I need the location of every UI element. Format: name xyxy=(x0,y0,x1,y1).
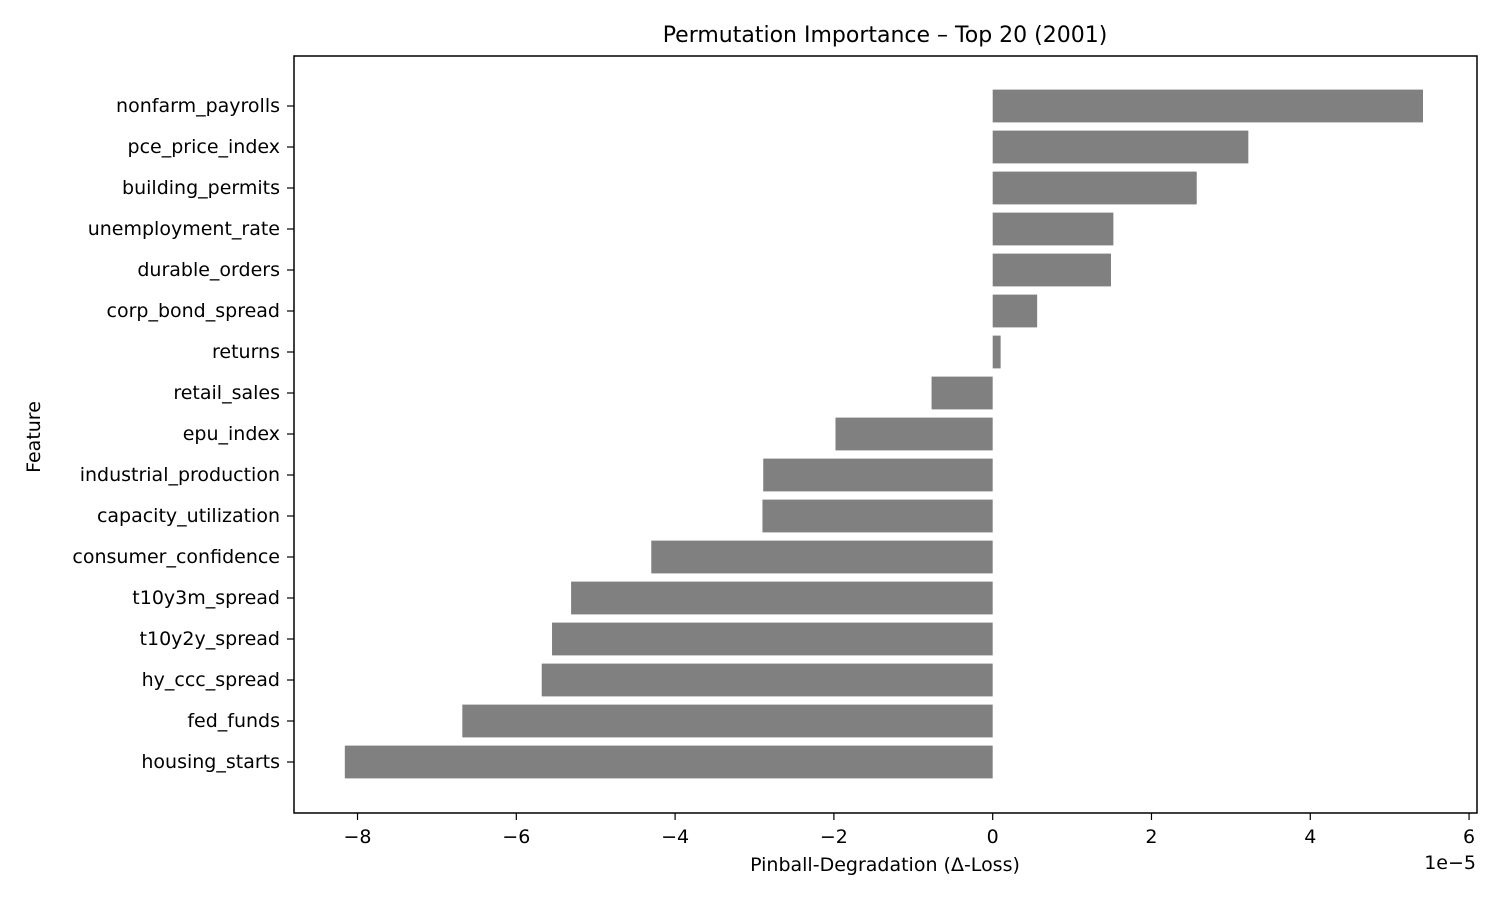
bar-epu_index xyxy=(835,417,993,451)
bar-durable_orders xyxy=(992,253,1111,287)
bar-building_permits xyxy=(992,171,1197,205)
bar-hy_ccc_spread xyxy=(541,663,993,697)
y-tick-label: t10y3m_spread xyxy=(132,587,280,609)
bar-retail_sales xyxy=(931,376,993,410)
bar-corp_bond_spread xyxy=(992,294,1038,328)
y-axis-label: Feature xyxy=(23,401,45,473)
y-tick-label: t10y2y_spread xyxy=(140,628,280,650)
bar-unemployment_rate xyxy=(992,212,1114,246)
y-tick-label: capacity_utilization xyxy=(97,505,280,527)
x-tick-label: 6 xyxy=(1463,826,1475,848)
y-tick-label: consumer_confidence xyxy=(72,546,280,568)
y-tick-label: housing_starts xyxy=(141,751,280,773)
bar-t10y3m_spread xyxy=(571,581,993,615)
x-tick-label: 0 xyxy=(987,826,999,848)
x-tick-label: −8 xyxy=(344,826,372,848)
y-tick-label: pce_price_index xyxy=(128,136,280,158)
y-tick-label: nonfarm_payrolls xyxy=(116,95,280,117)
bar-capacity_utilization xyxy=(762,499,993,533)
y-tick-label: returns xyxy=(212,341,280,363)
y-tick-label: fed_funds xyxy=(187,710,280,732)
bar-industrial_production xyxy=(763,458,993,492)
bar-nonfarm_payrolls xyxy=(992,89,1424,123)
chart-title: Permutation Importance – Top 20 (2001) xyxy=(663,23,1108,48)
x-tick-label: 4 xyxy=(1304,826,1316,848)
bar-housing_starts xyxy=(344,745,993,779)
bar-pce_price_index xyxy=(992,130,1249,164)
y-tick-label: unemployment_rate xyxy=(88,218,280,240)
y-tick-label: retail_sales xyxy=(173,382,280,404)
x-tick-label: 2 xyxy=(1145,826,1157,848)
bar-t10y2y_spread xyxy=(552,622,993,656)
bars-group xyxy=(344,89,1424,779)
x-tick-label: −4 xyxy=(661,826,689,848)
y-tick-label: durable_orders xyxy=(137,259,280,281)
bar-consumer_confidence xyxy=(651,540,993,574)
y-tick-label: industrial_production xyxy=(80,464,280,486)
y-tick-label: epu_index xyxy=(183,423,280,445)
x-tick-label: −2 xyxy=(820,826,848,848)
x-axis-label: Pinball-Degradation (Δ-Loss) xyxy=(750,854,1020,876)
y-tick-label: hy_ccc_spread xyxy=(142,669,280,691)
y-tick-label: building_permits xyxy=(122,177,280,199)
bar-fed_funds xyxy=(462,704,993,738)
y-tick-label: corp_bond_spread xyxy=(107,300,280,322)
x-axis-ticks: −8 −6 −4 −2 0 2 4 6 xyxy=(344,813,1475,848)
y-axis-ticks: nonfarm_payrolls pce_price_index building_… xyxy=(72,95,294,773)
x-axis-offset-label: 1e−5 xyxy=(1424,852,1476,874)
x-tick-label: −6 xyxy=(502,826,530,848)
bar-returns xyxy=(992,335,1001,369)
